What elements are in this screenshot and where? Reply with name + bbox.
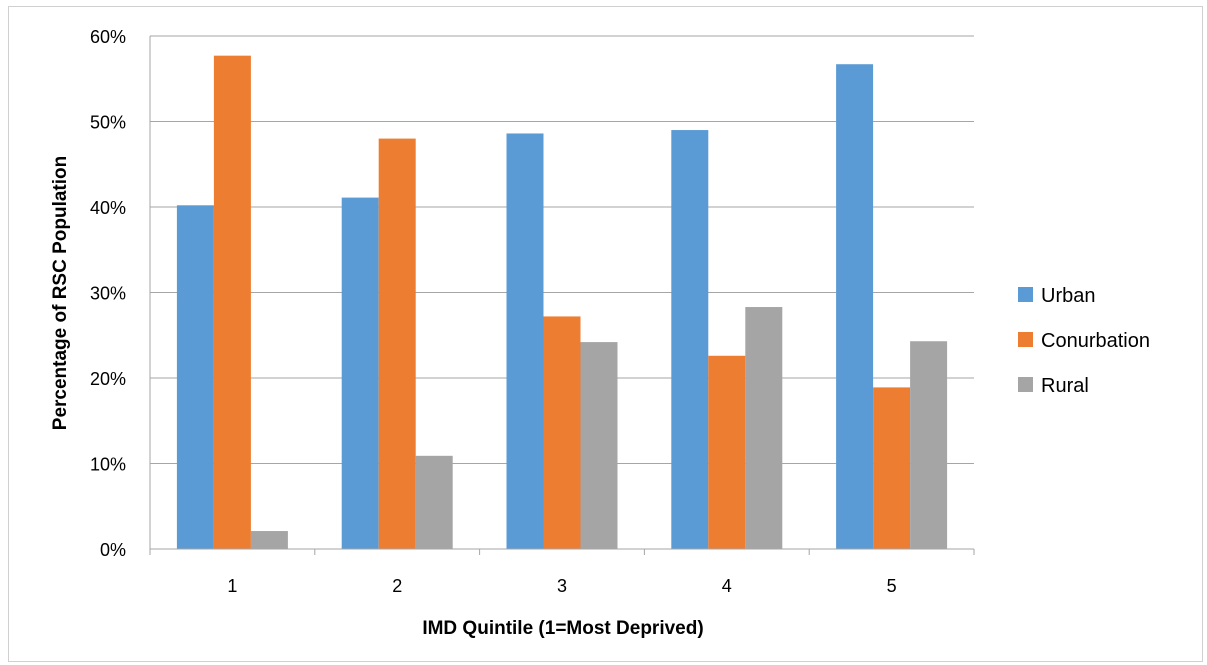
x-tick-label: 2 xyxy=(392,576,402,596)
y-axis-title: Percentage of RSC Population xyxy=(50,156,71,430)
legend-swatch-urban xyxy=(1018,287,1033,302)
legend-label-conurbation: Conurbation xyxy=(1041,330,1150,352)
bar-conurbation-5 xyxy=(873,387,911,549)
x-tick-label: 5 xyxy=(887,576,897,596)
legend-swatch-conurbation xyxy=(1018,332,1033,347)
y-tick-label: 40% xyxy=(90,198,126,218)
axes xyxy=(149,36,975,555)
y-tick-label: 50% xyxy=(90,113,126,133)
y-tick-label: 20% xyxy=(90,369,126,389)
bar-rural-2 xyxy=(415,455,453,549)
legend-label-rural: Rural xyxy=(1041,375,1089,397)
bar-rural-5 xyxy=(910,341,948,549)
bar-conurbation-1 xyxy=(213,55,251,549)
bars xyxy=(176,55,948,550)
legend-swatch-rural xyxy=(1018,377,1033,392)
chart-frame xyxy=(8,6,1203,662)
y-tick-labels: 0% 10% 20% 30% 40% 50% 60% xyxy=(90,27,126,560)
bar-conurbation-2 xyxy=(378,138,416,549)
bar-rural-1 xyxy=(250,531,288,549)
bar-urban-2 xyxy=(341,197,379,549)
x-tick-labels: 1 2 3 4 5 xyxy=(227,576,896,596)
y-tick-label: 30% xyxy=(90,284,126,304)
x-axis-title: IMD Quintile (1=Most Deprived) xyxy=(422,618,703,639)
bar-urban-4 xyxy=(671,130,709,550)
bar-rural-3 xyxy=(580,342,618,549)
y-tick-label: 60% xyxy=(90,27,126,47)
bar-urban-5 xyxy=(836,64,874,549)
legend-label-urban: Urban xyxy=(1041,285,1095,307)
bar-conurbation-4 xyxy=(708,355,746,549)
x-tick-label: 3 xyxy=(557,576,567,596)
x-tick-label: 1 xyxy=(227,576,237,596)
legend: Urban Conurbation Rural xyxy=(1018,285,1150,397)
bar-conurbation-3 xyxy=(543,316,581,549)
bar-urban-3 xyxy=(506,133,544,549)
y-tick-label: 10% xyxy=(90,455,126,475)
bar-urban-1 xyxy=(176,205,214,550)
bar-rural-4 xyxy=(745,307,783,549)
y-tick-label: 0% xyxy=(100,540,126,560)
x-tick-label: 4 xyxy=(722,576,732,596)
